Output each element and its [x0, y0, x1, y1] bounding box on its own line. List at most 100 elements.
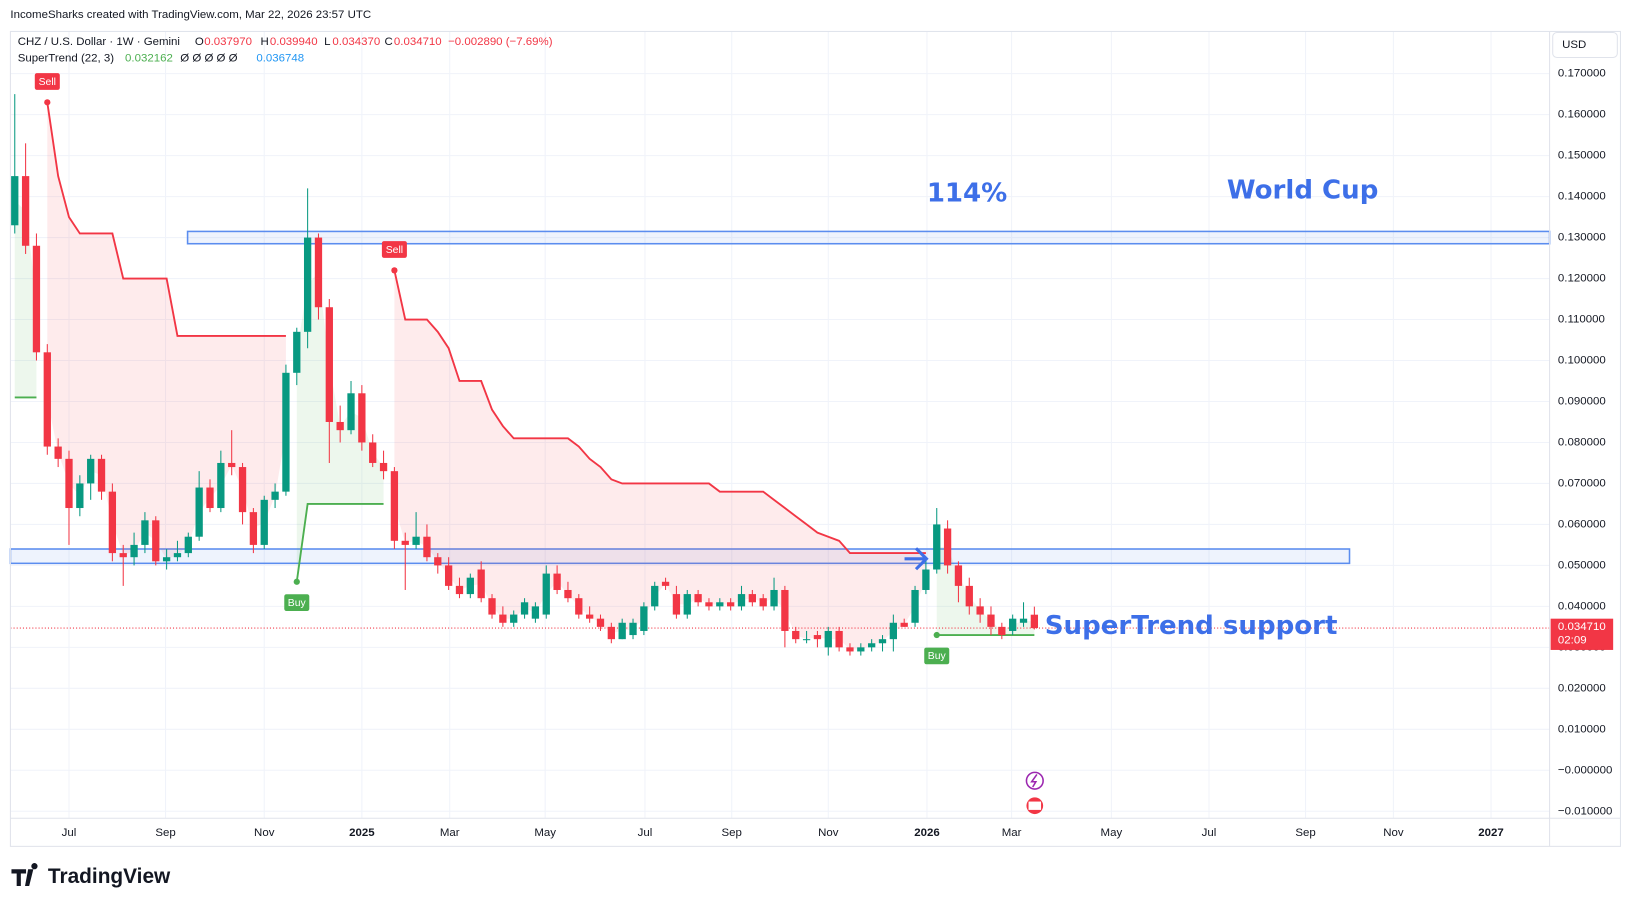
h-label: H: [261, 36, 269, 48]
signal-dot: [391, 267, 398, 274]
candle-body: [683, 594, 691, 615]
candle-body: [347, 393, 355, 431]
candle-body: [759, 598, 767, 607]
candle-body: [900, 622, 908, 627]
y-tick-label: 0.020000: [1558, 682, 1606, 694]
trend-fill: [14, 200, 37, 398]
x-tick-label: 2025: [349, 827, 375, 839]
candle-body: [510, 614, 518, 623]
credit: IncomeSharks created with TradingView.co…: [10, 9, 371, 21]
candle-body: [781, 589, 789, 631]
candle-body: [857, 647, 865, 652]
signal-label: Sell: [386, 245, 403, 256]
candle-body: [434, 557, 442, 566]
candle-body: [575, 598, 583, 615]
candle-body: [195, 487, 203, 537]
x-tick-label: May: [534, 827, 556, 839]
x-tick-label: Jul: [1202, 827, 1217, 839]
candle-body: [412, 536, 420, 545]
candle-body: [933, 524, 941, 570]
plot: Sell Buy Sell Buy: [9, 73, 1551, 665]
y-tick-label: 0.160000: [1558, 109, 1606, 121]
currency-box[interactable]: [1552, 31, 1618, 59]
candle-body: [987, 614, 995, 627]
x-tick-label: May: [1101, 827, 1123, 839]
h-value: 0.039940: [270, 36, 318, 48]
y-tick-label: 0.150000: [1558, 150, 1606, 162]
supertrend-line: [295, 502, 384, 582]
candle-body: [824, 630, 832, 648]
trend-fill: [394, 270, 926, 650]
candle-body: [184, 536, 192, 554]
indicator-name: SuperTrend (22, 3): [18, 53, 115, 65]
grid: [10, 31, 1550, 819]
x-tick-label: Jul: [62, 827, 77, 839]
event-icon-glyph: [1030, 774, 1038, 788]
candle-body: [770, 589, 778, 607]
change: −0.002890 (−7.69%): [448, 36, 553, 48]
candle-body: [228, 462, 236, 468]
candle-body: [878, 639, 887, 644]
candle-body: [640, 606, 648, 631]
candle-body: [651, 585, 659, 607]
candle-body: [531, 606, 540, 619]
signal-dot: [44, 99, 51, 106]
candle-body: [401, 540, 409, 545]
event-icon[interactable]: [1025, 771, 1044, 790]
candle-body: [1030, 614, 1039, 629]
y-tick-label: 0.130000: [1558, 232, 1606, 244]
candle-body: [661, 581, 670, 586]
candle-body: [271, 491, 279, 500]
candle-body: [249, 512, 258, 545]
candle-body: [672, 594, 681, 615]
last-price-label: 0.034710: [1558, 621, 1606, 633]
x-tick-label: Mar: [440, 827, 460, 839]
candle-body: [282, 372, 290, 492]
x-tick-label: Jul: [638, 827, 653, 839]
currency[interactable]: USD: [1562, 39, 1586, 51]
candle-body: [466, 577, 474, 595]
candle-body: [206, 487, 214, 509]
y-tick-label: 0.060000: [1558, 518, 1606, 530]
y-tick-label: 0.100000: [1558, 355, 1606, 367]
candle-body: [813, 635, 822, 640]
candle-body: [217, 462, 225, 509]
y-tick-label: 0.110000: [1558, 314, 1605, 326]
x-tick-label: Nov: [254, 827, 275, 839]
frame: [9, 30, 1621, 847]
candle-body: [238, 467, 247, 513]
x-tick-label: Nov: [818, 827, 839, 839]
candle-body: [499, 614, 507, 623]
candle-body: [792, 630, 800, 640]
signal-label: Sell: [39, 77, 56, 88]
y-tick-label: 0.010000: [1558, 723, 1606, 735]
axes: 0.170000 0.160000 0.150000 0.140000 0.130000…: [62, 68, 1614, 839]
o-label: O: [195, 36, 204, 48]
candle-body: [835, 630, 843, 648]
signal-box: [284, 594, 310, 611]
candle-body: [303, 237, 312, 332]
candle-body: [922, 569, 930, 590]
o-value: 0.037970: [204, 36, 252, 48]
candle-body: [607, 626, 615, 640]
candle-body: [705, 602, 713, 607]
candle-body: [97, 458, 106, 492]
y-tick-label: 0.090000: [1558, 396, 1606, 408]
candle-body: [173, 553, 182, 558]
annotation-gain: 114%: [927, 179, 1007, 209]
candle-body: [802, 639, 811, 641]
candle-body: [954, 565, 963, 586]
l-value: 0.034370: [332, 36, 380, 48]
candle-body: [162, 557, 171, 562]
last-price-box: [1550, 618, 1614, 650]
supertrend-line: [393, 270, 926, 555]
candle-body: [455, 585, 464, 595]
brand: TradingView: [48, 865, 171, 888]
candle-body: [520, 602, 529, 615]
signal-box: [381, 241, 407, 258]
candle-body: [444, 565, 453, 586]
candle-body: [130, 544, 138, 558]
candle-body: [260, 499, 268, 545]
candle-body: [21, 176, 30, 246]
